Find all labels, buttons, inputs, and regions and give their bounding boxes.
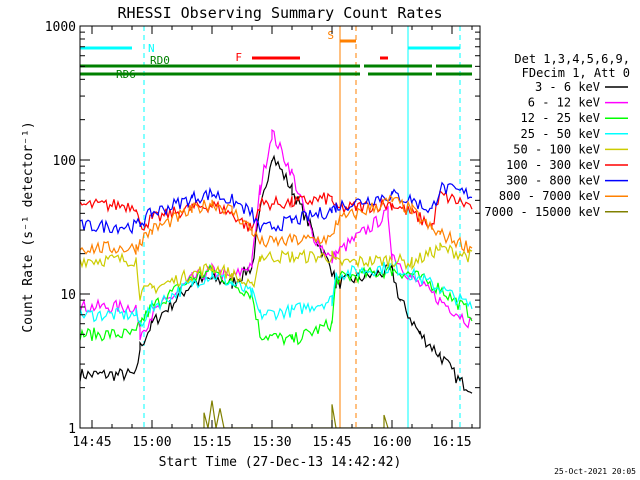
series-group xyxy=(80,128,473,428)
legend-label-4: 50 - 100 keV xyxy=(513,142,600,156)
y-tick-label-0: 1 xyxy=(68,422,76,437)
legend-info-0: Det 1,3,4,5,6,9, xyxy=(514,52,630,66)
flag-label-rd6: RD6 xyxy=(116,68,136,81)
timestamp: 25-Oct-2021 20:05 xyxy=(554,467,636,476)
flag-label-n: N xyxy=(148,42,155,55)
series-line-1 xyxy=(80,128,473,341)
x-tick-label-3: 15:30 xyxy=(252,435,291,450)
legend-label-1: 6 - 12 keV xyxy=(528,96,600,110)
flag-label-f: F xyxy=(235,51,242,64)
legend-label-3: 25 - 50 keV xyxy=(521,127,600,141)
y-axis: 1 10 100 1000 xyxy=(45,20,480,437)
y-axis-label: Count Rate (s⁻¹ detector⁻¹) xyxy=(21,121,36,332)
legend-label-0: 3 - 6 keV xyxy=(535,80,600,94)
legend-label-6: 300 - 800 keV xyxy=(506,174,600,188)
chart-title: RHESSI Observing Summary Count Rates xyxy=(117,4,442,22)
legend-label-5: 100 - 300 keV xyxy=(506,158,600,172)
series-line-4 xyxy=(80,242,473,301)
x-tick-label-2: 15:15 xyxy=(192,435,231,450)
legend: Det 1,3,4,5,6,9,FDecim 1, Att 03 - 6 keV… xyxy=(484,52,630,219)
x-tick-label-6: 16:15 xyxy=(432,435,471,450)
flag-label-rd0: RD0 xyxy=(150,54,170,67)
x-tick-label-5: 16:00 xyxy=(372,435,411,450)
flag-label-s: S xyxy=(327,29,334,42)
series-line-0 xyxy=(80,154,473,394)
x-tick-label-1: 15:00 xyxy=(132,435,171,450)
y-tick-label-3: 1000 xyxy=(45,20,76,35)
series-line-5 xyxy=(80,190,473,232)
x-axis-label: Start Time (27-Dec-13 14:42:42) xyxy=(159,455,402,470)
x-tick-label-4: 15:45 xyxy=(312,435,351,450)
legend-label-8: 7000 - 15000 keV xyxy=(484,205,600,219)
legend-info-1: FDecim 1, Att 0 xyxy=(522,66,630,80)
legend-label-7: 800 - 7000 keV xyxy=(499,189,600,203)
x-tick-label-0: 14:45 xyxy=(72,435,111,450)
y-tick-label-1: 10 xyxy=(60,288,76,303)
series-line-3 xyxy=(80,260,473,328)
series-line-7 xyxy=(80,194,473,255)
x-axis: 14:45 15:00 15:15 15:30 15:45 16:00 16:15 xyxy=(72,26,473,450)
y-tick-label-2: 100 xyxy=(53,154,76,169)
legend-label-2: 12 - 25 keV xyxy=(521,111,600,125)
plot-frame xyxy=(79,25,481,429)
